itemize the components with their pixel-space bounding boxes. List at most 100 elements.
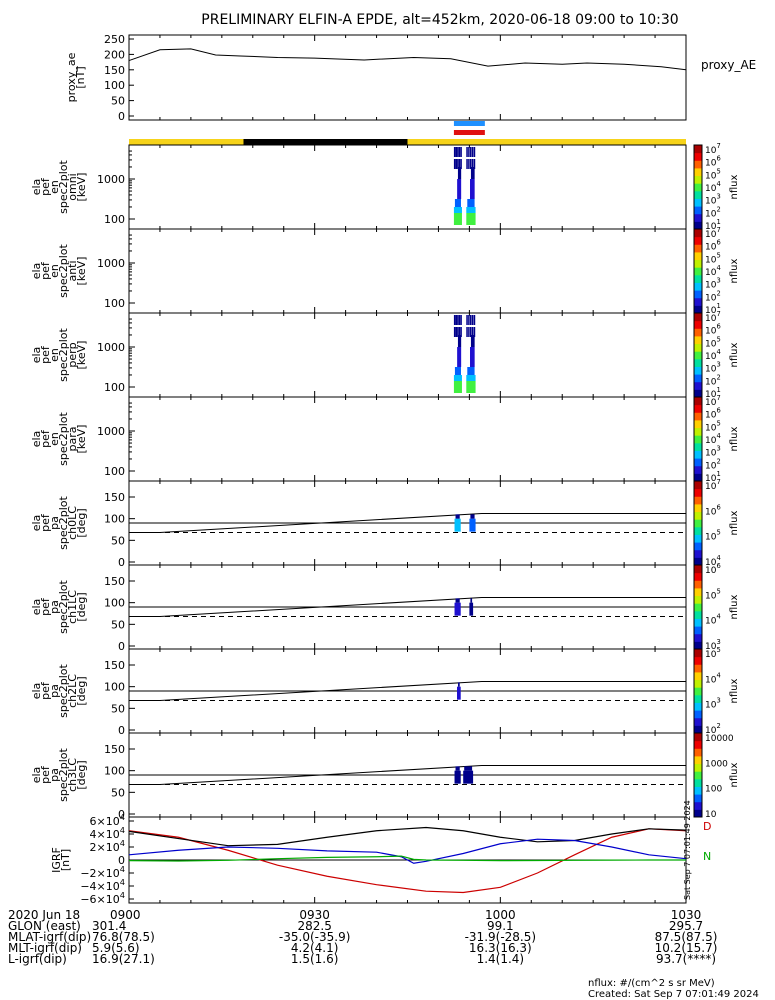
y-tick-label: 50 <box>111 95 125 108</box>
flux-speckle <box>453 147 456 157</box>
flux-speckle <box>458 315 461 325</box>
ylabel-line: ela <box>30 347 43 364</box>
colorbar-segment <box>694 534 702 543</box>
panel-frame <box>128 144 687 230</box>
y-tick-label: 1000 <box>97 425 125 438</box>
colorbar-segment <box>694 236 702 245</box>
ylabel-line: spec2plot <box>57 328 70 382</box>
y-tick-label: 100 <box>104 597 125 610</box>
flux-cell <box>470 167 475 179</box>
flux-cell <box>467 367 475 375</box>
ephem-value: 0930 <box>299 908 330 922</box>
ephem-row-label: 2020 Jun 18 <box>8 908 80 922</box>
flux-speckle <box>470 327 472 337</box>
flux-cell <box>454 770 461 784</box>
flux-cell <box>467 199 475 207</box>
y-tick-label: 50 <box>111 618 125 631</box>
colorbar-segment <box>694 641 702 650</box>
panel-pa_ch1: elapefpaspec2plotch1LC[deg]1501005001061… <box>30 562 740 653</box>
ephem-value: 99.1 <box>487 919 514 933</box>
ylabel-line: [deg] <box>75 508 88 537</box>
colorbar-label: nflux <box>729 678 740 703</box>
colorbar-tick-label: 104 <box>705 554 721 568</box>
colorbar-segment <box>694 389 702 398</box>
y-tick-label: 1000 <box>97 257 125 270</box>
flux-speckle <box>470 315 472 325</box>
flux-speckle <box>460 159 462 169</box>
flux-speckle <box>457 315 459 325</box>
colorbar-segment <box>694 664 702 673</box>
series-label: proxy_AE <box>701 58 756 72</box>
ylabel-line: spec2plot <box>57 160 70 214</box>
igrf-series-line <box>128 826 687 847</box>
colorbar-segment <box>694 335 702 345</box>
colorbar-segment <box>694 313 702 322</box>
panel-ylabel: IGRF[nT] <box>50 847 72 873</box>
panel-pa_ch2: elapefpaspec2plotch2LC[deg]1501005001051… <box>30 646 740 737</box>
ylabel-line: ela <box>30 431 43 448</box>
colorbar-segment <box>694 725 702 734</box>
colorbar-tick-label: 10000 <box>705 734 734 744</box>
flux-cell <box>470 347 475 367</box>
colorbar-segment <box>694 160 702 169</box>
colorbar-segment <box>694 190 702 199</box>
colorbar-segment <box>694 221 702 230</box>
colorbar-tick-label: 104 <box>705 264 721 278</box>
colorbar-segment <box>694 633 702 642</box>
colorbar-segment <box>694 274 702 283</box>
colorbar-segment <box>694 435 702 444</box>
ylabel-line: pef <box>39 681 52 700</box>
ylabel-line: pa <box>48 600 61 614</box>
colorbar-tick-label: 102 <box>705 205 721 219</box>
colorbar-segment <box>694 206 702 215</box>
y-tick-label: 50 <box>111 534 125 547</box>
flux-speckle <box>466 147 468 157</box>
y-tick-label: −6×104 <box>80 890 125 906</box>
y-tick-label: 150 <box>104 64 125 77</box>
ylabel-line: pef <box>39 513 52 532</box>
panel-igrf: IGRF[nT]6×1044×1042×1040−2×104−4×104−6×1… <box>50 800 711 906</box>
igrf-series-line <box>128 838 687 864</box>
flux-cell <box>470 598 473 603</box>
ylabel-line: spec2plot <box>57 580 70 634</box>
colorbar-segment <box>694 366 702 375</box>
colorbar-segment <box>694 511 702 520</box>
y-tick-label: 100 <box>104 513 125 526</box>
flux-cell <box>458 682 460 687</box>
ephem-value: 1.4(1.4) <box>477 952 525 966</box>
flux-cell <box>453 207 462 213</box>
flux-speckle <box>471 159 474 169</box>
colorbar-tick-label: 104 <box>705 671 721 685</box>
colorbar-segment <box>694 618 702 627</box>
colorbar-tick-label: 104 <box>705 180 721 194</box>
colorbar-segment <box>694 351 702 360</box>
flux-speckle <box>455 315 458 325</box>
colorbar-label: nflux <box>729 762 740 787</box>
colorbar-segment <box>694 603 702 612</box>
colorbar: 10000 1000 100 10 nflux <box>693 732 740 820</box>
flux-speckle <box>470 147 472 157</box>
colorbar-segment <box>694 733 702 742</box>
colorbar-segment <box>694 404 702 413</box>
igrf-series-line <box>128 855 686 862</box>
colorbar: 105 104 103 102 nflux <box>693 646 740 736</box>
colorbar-segment <box>694 290 702 299</box>
ylabel-line: en <box>48 180 61 194</box>
colorbar-tick-label: 107 <box>705 478 721 492</box>
igrf-series-line <box>128 828 687 894</box>
ylabel-line: [keV] <box>75 425 88 454</box>
ylabel-line: spec2plot <box>57 496 70 550</box>
ylabel-line: ch1LC <box>66 590 79 624</box>
colorbar-segment <box>694 374 702 383</box>
colorbar-segment <box>694 175 702 184</box>
colorbar-segment <box>694 587 702 597</box>
colorbar-tick-label: 106 <box>705 503 721 517</box>
colorbar-tick-label: 107 <box>705 394 721 408</box>
colorbar-segment <box>694 702 702 711</box>
flux-cell <box>469 602 474 616</box>
colorbar-tick-label: 10 <box>705 810 717 820</box>
ephem-value: 5.9(5.6) <box>92 941 140 955</box>
